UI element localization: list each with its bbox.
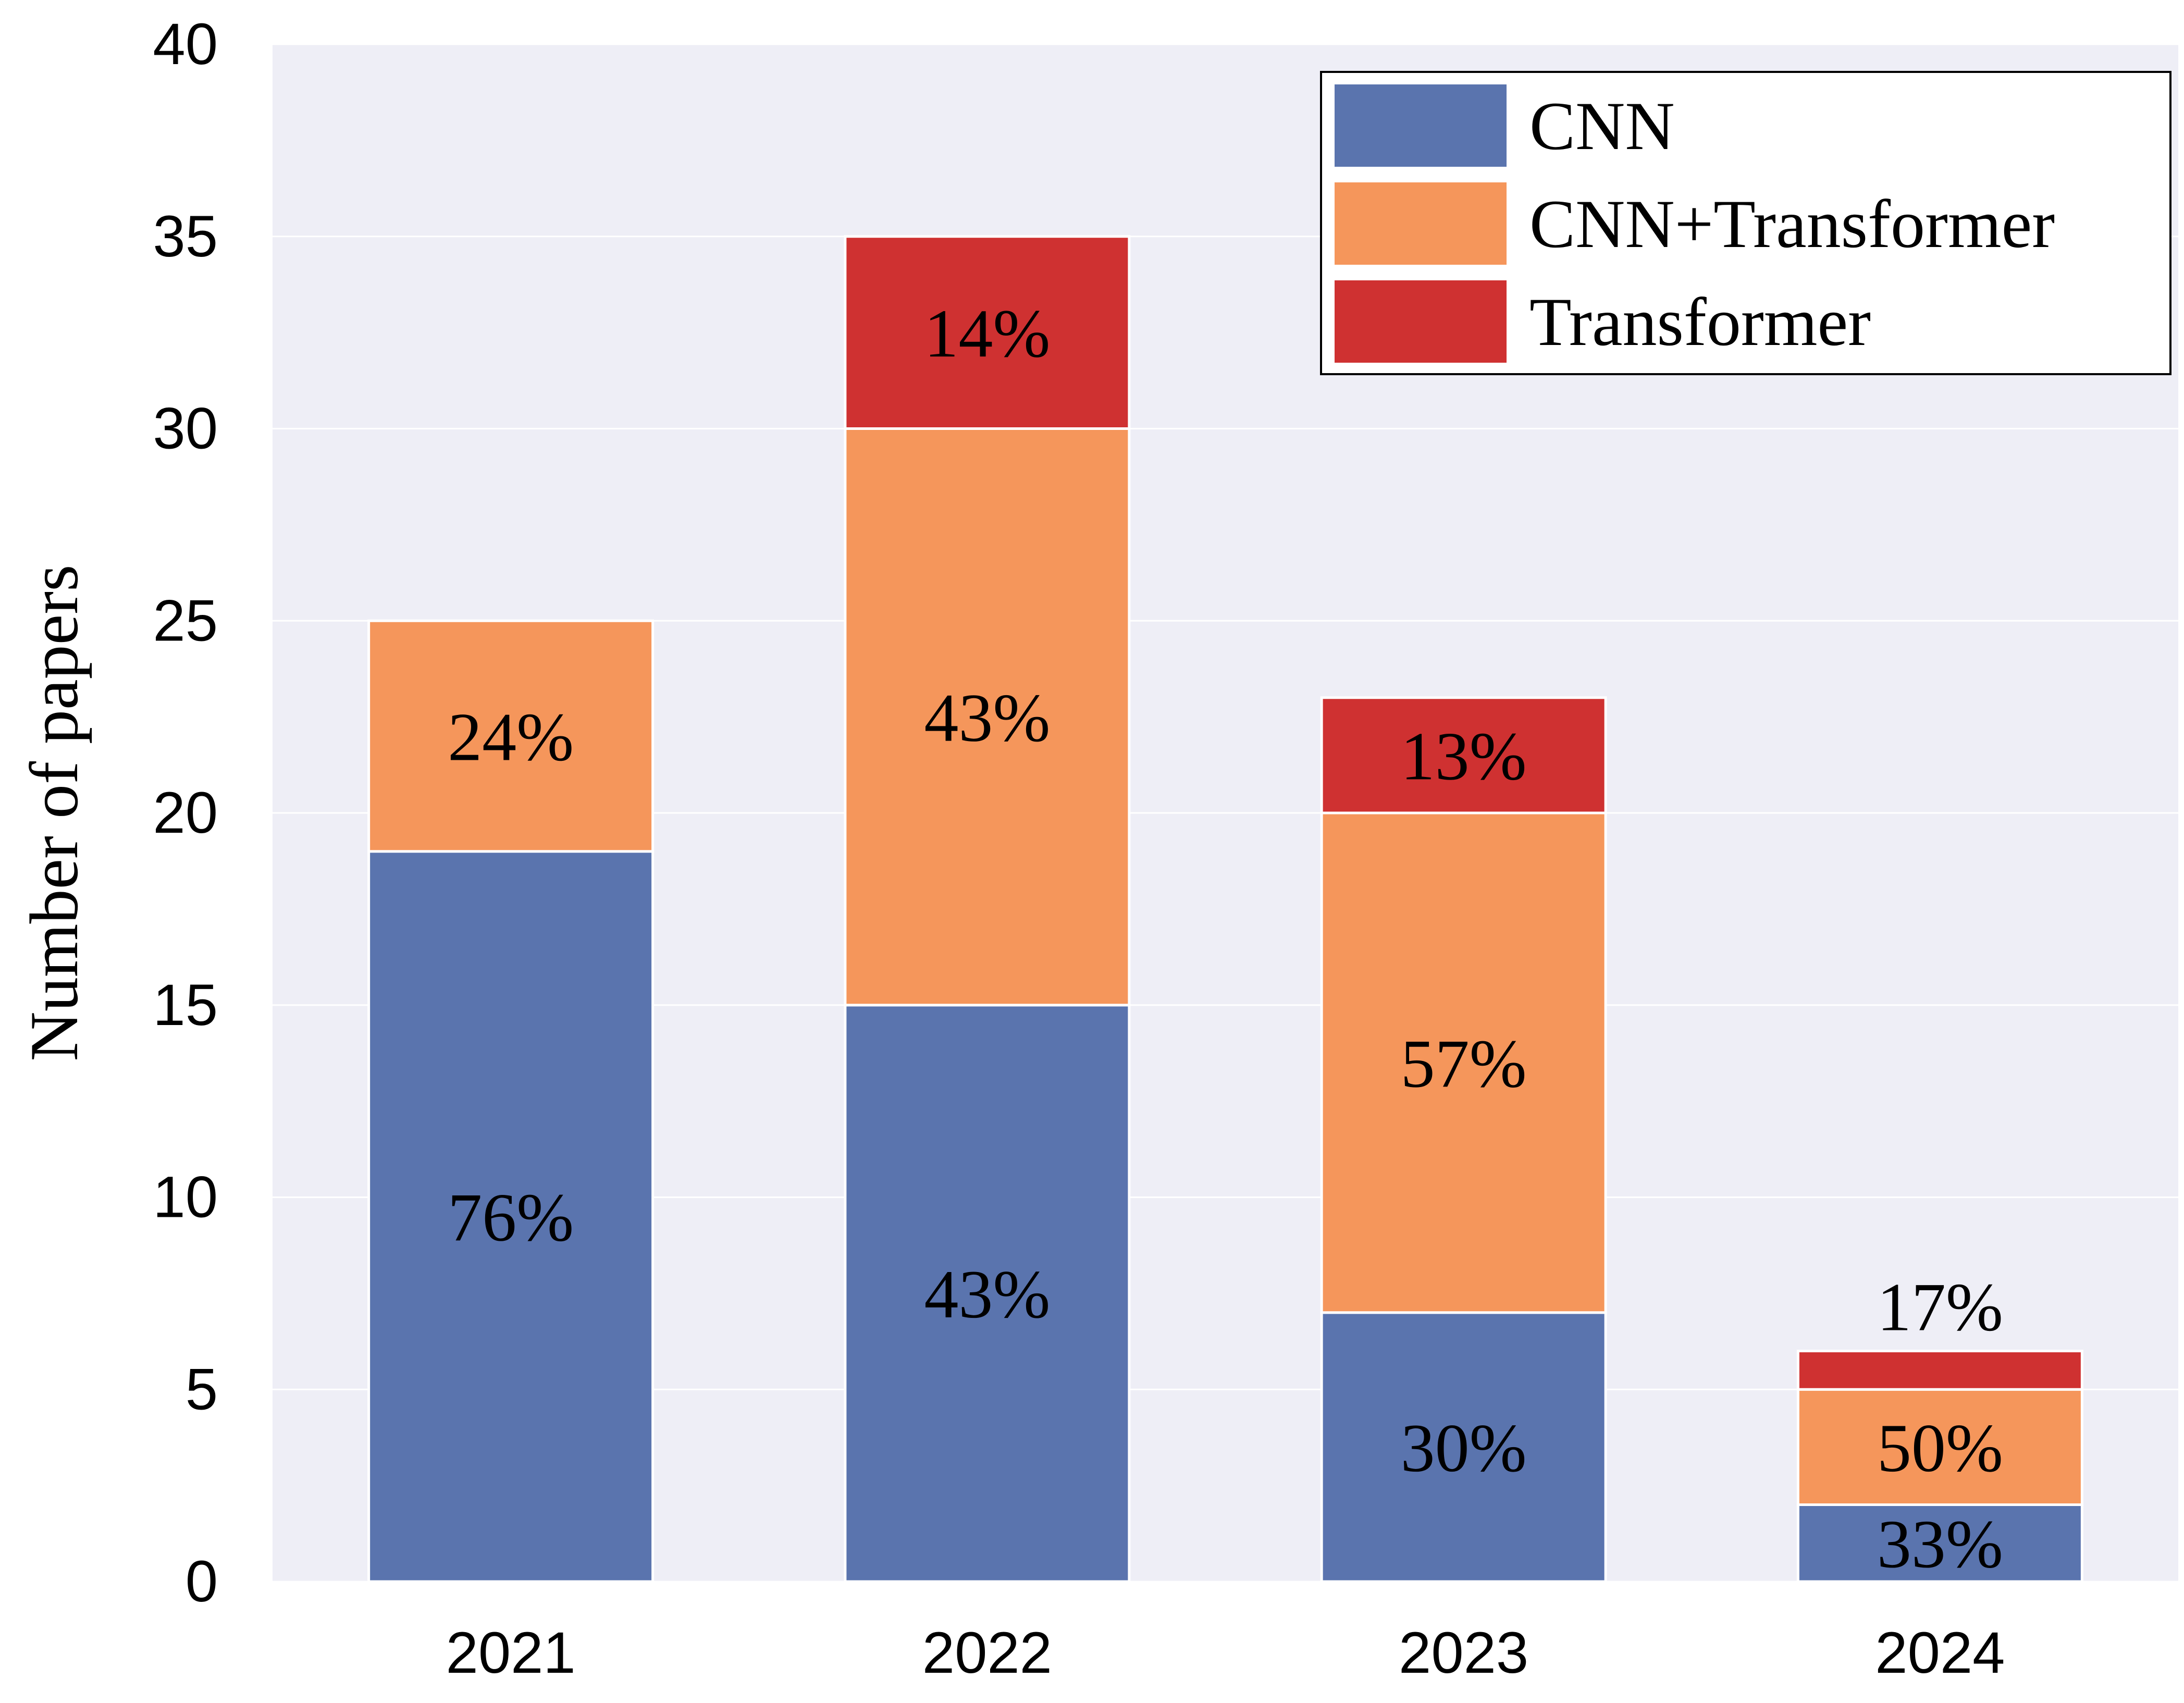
bar-data-label: 76% [448, 1179, 574, 1255]
legend-swatch [1335, 280, 1507, 363]
bar-data-label: 43% [924, 1256, 1050, 1332]
bar-segment-cnn-2023 [1320, 1311, 1607, 1583]
legend-swatch [1335, 84, 1507, 167]
bar-labels: 76% 24% 43% 43% 14% 30% 57% 13% 33% 50% 17% [448, 295, 2003, 1582]
legend-swatch [1335, 182, 1507, 265]
y-tick-label: 20 [153, 780, 218, 845]
bar-data-label: 43% [924, 680, 1050, 756]
bar-data-label: 57% [1401, 1025, 1527, 1102]
y-tick-label: 30 [153, 396, 218, 461]
legend-label: Transformer [1529, 283, 1871, 360]
bar-segment-cnn-transformer-2023 [1320, 811, 1607, 1314]
bar-segment-cnn-2021 [367, 850, 655, 1583]
bar-data-label: 14% [924, 295, 1050, 372]
y-axis-ticks: 0 5 10 15 20 25 30 35 40 [153, 11, 218, 1614]
bar-segment-transformer-2023 [1320, 696, 1607, 815]
y-tick-label: 0 [186, 1549, 218, 1614]
y-tick-label: 35 [153, 204, 218, 269]
y-axis-title: Number of papers [16, 564, 92, 1061]
y-tick-label: 10 [153, 1165, 218, 1230]
bar-data-label: 33% [1877, 1505, 2003, 1582]
bar-segment-transformer-2024 [1796, 1350, 2083, 1391]
x-tick-label: 2023 [1399, 1620, 1528, 1685]
x-tick-label: 2021 [446, 1620, 576, 1685]
x-axis-ticks: 2021 2022 2023 2024 [446, 1620, 2005, 1685]
x-tick-label: 2022 [922, 1620, 1052, 1685]
y-tick-label: 15 [153, 972, 218, 1038]
bar-data-label: 50% [1877, 1410, 2003, 1486]
x-tick-label: 2024 [1875, 1620, 2005, 1685]
bars [367, 235, 2083, 1583]
bar-segment-cnn-transformer-2024 [1796, 1388, 2083, 1506]
bar-segment-cnn-transformer-2021 [367, 619, 655, 853]
y-tick-label: 40 [153, 11, 218, 77]
bar-data-label: 30% [1401, 1410, 1527, 1486]
legend-label: CNN+Transformer [1529, 186, 2055, 262]
legend-label: CNN [1529, 88, 1675, 164]
y-tick-label: 25 [153, 588, 218, 653]
y-tick-label: 5 [186, 1356, 218, 1422]
bar-data-label: 24% [448, 699, 574, 775]
bar-data-label: 13% [1401, 718, 1527, 794]
bar-segment-transformer-2022 [844, 235, 1131, 430]
bar-data-label: 17% [1877, 1269, 2003, 1346]
legend: CNN CNN+Transformer Transformer [1320, 71, 2171, 375]
